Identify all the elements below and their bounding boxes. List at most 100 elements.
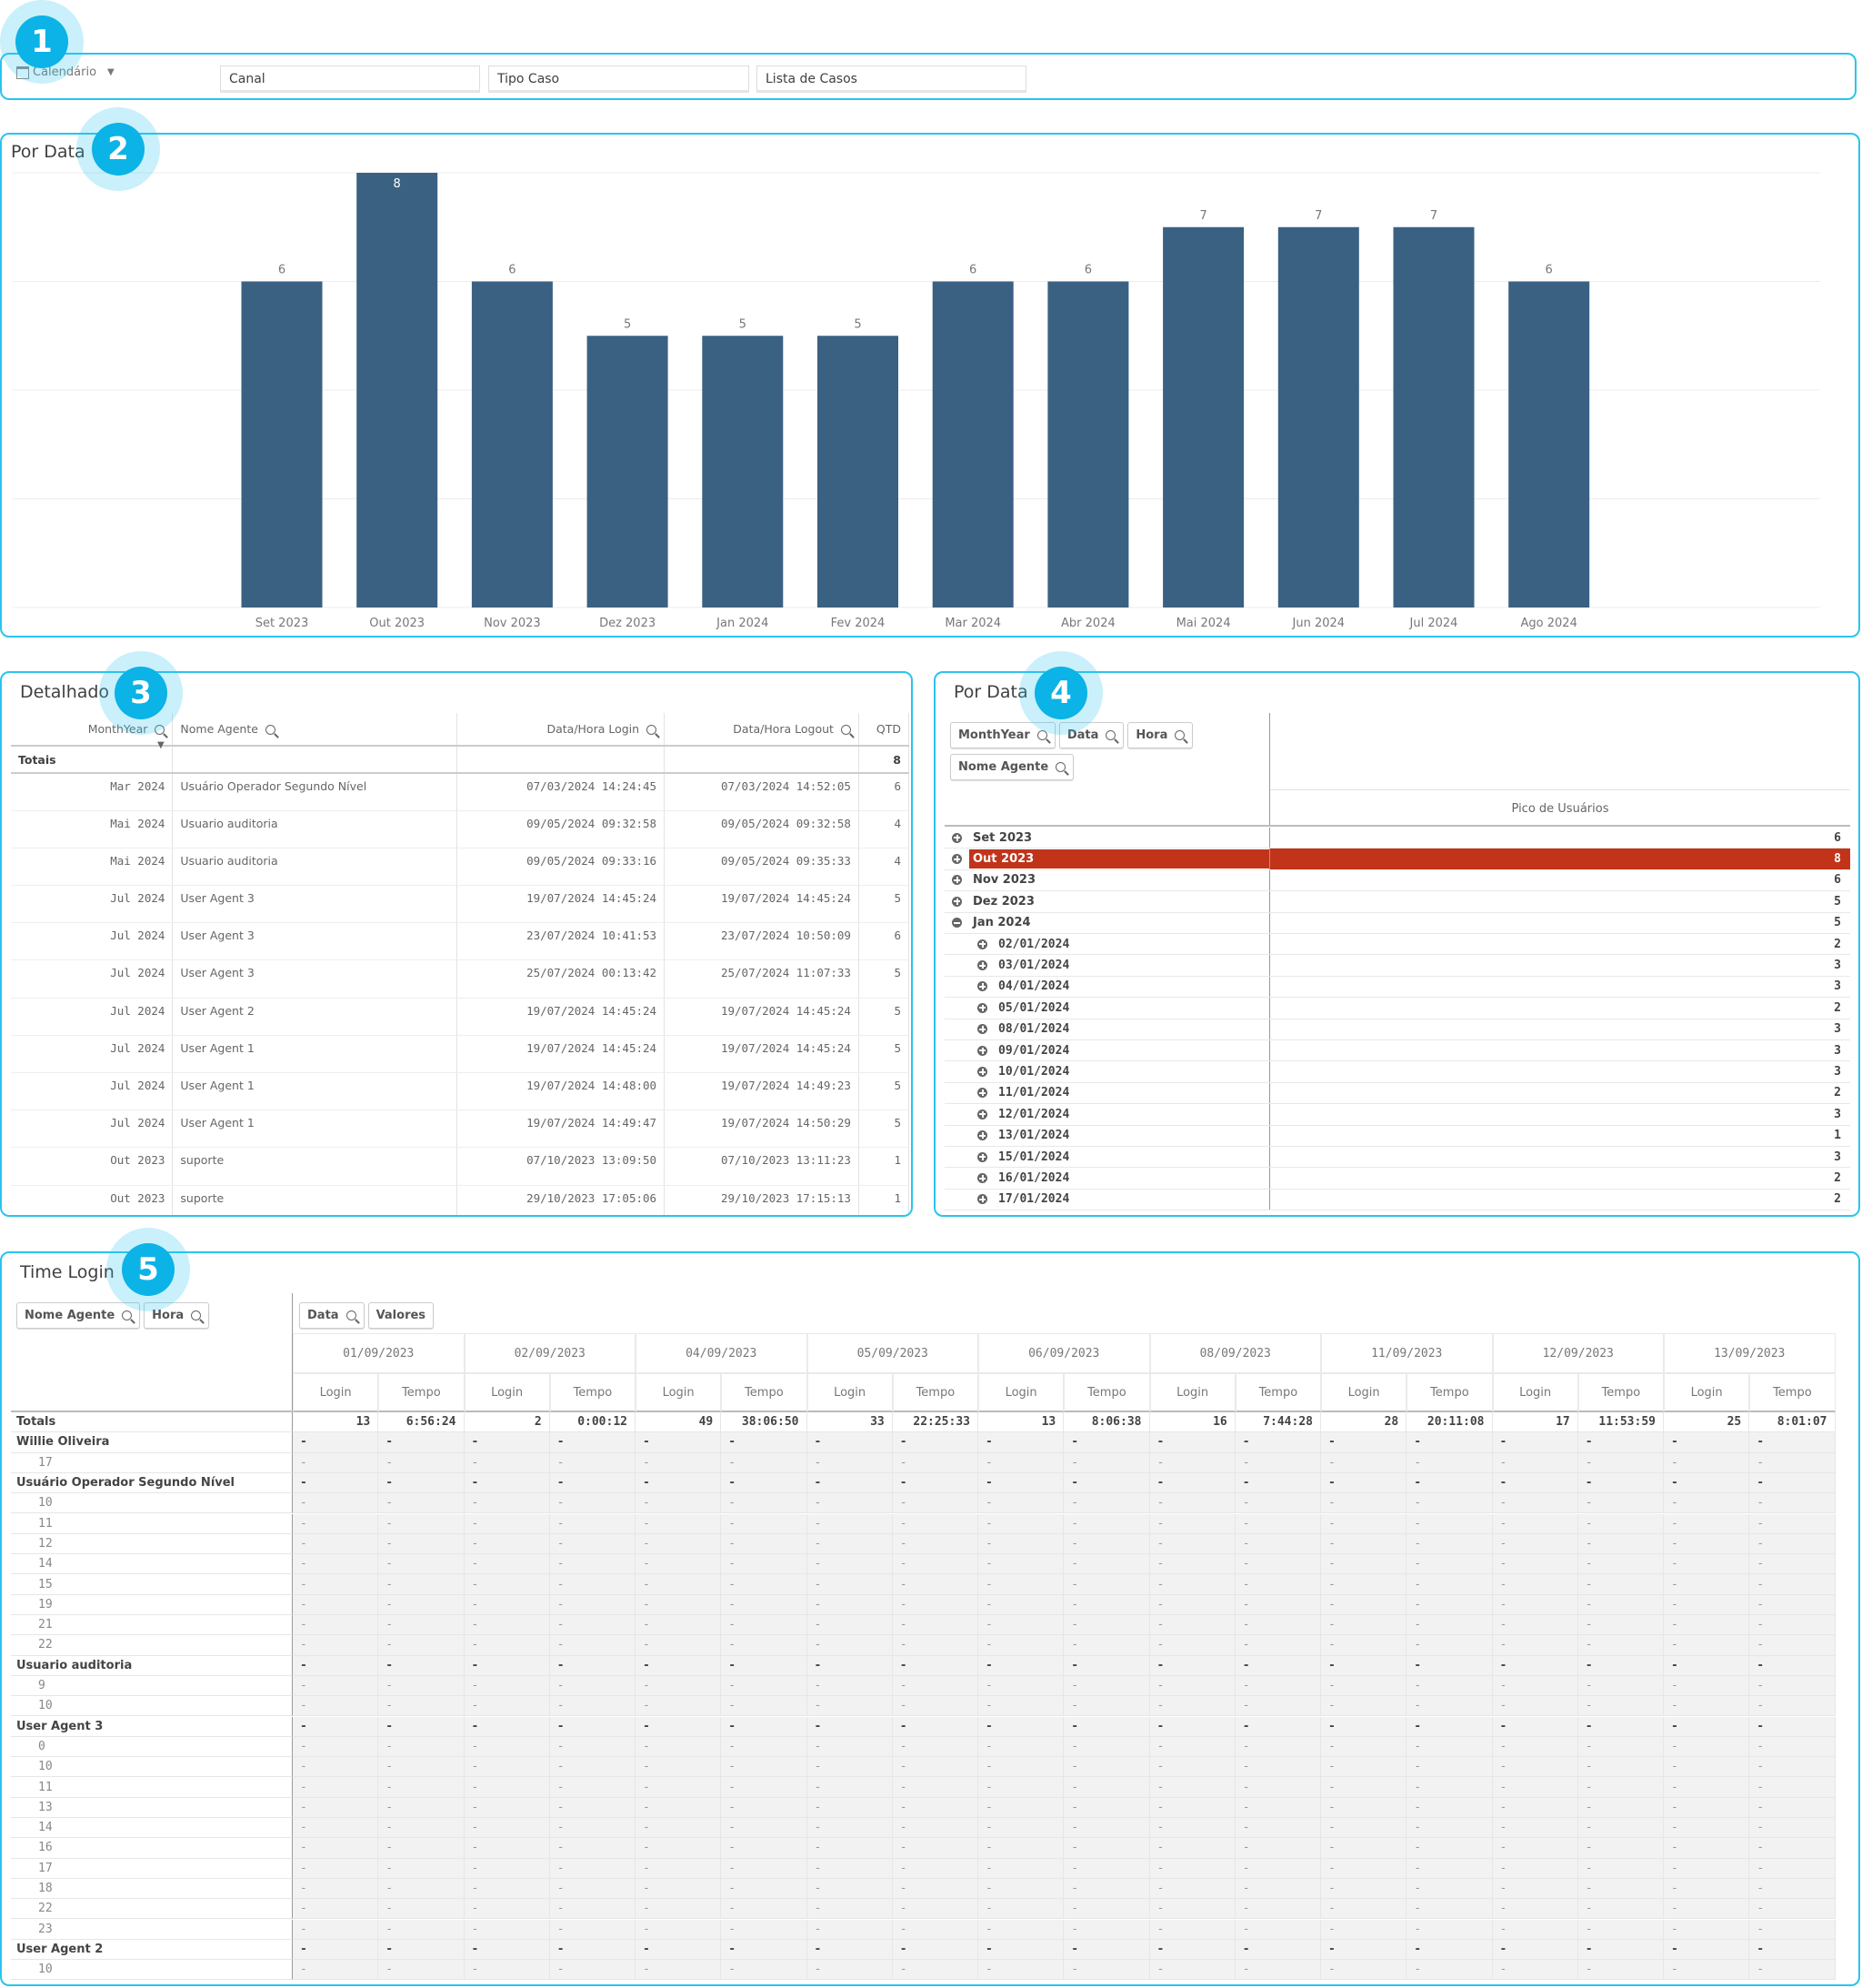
- date-column-header[interactable]: 12/09/2023: [1492, 1333, 1664, 1373]
- measure-header-tempo[interactable]: Tempo: [892, 1373, 978, 1412]
- measure-header-login[interactable]: Login: [636, 1373, 722, 1412]
- measure-header-tempo[interactable]: Tempo: [1577, 1373, 1664, 1412]
- measure-header-login[interactable]: Login: [1492, 1373, 1578, 1412]
- filter-lista-casos[interactable]: Lista de Casos: [756, 65, 1026, 93]
- expand-icon[interactable]: [977, 1045, 987, 1056]
- measure-header-login[interactable]: Login: [293, 1373, 379, 1412]
- calendar-dropdown[interactable]: Calendário ▼: [16, 65, 115, 79]
- filter-tipo-caso[interactable]: Tipo Caso: [488, 65, 749, 93]
- pivot-row[interactable]: Out 2023 8: [945, 848, 1850, 870]
- pivot-subrow[interactable]: 15/01/2024 3: [945, 1147, 1850, 1169]
- expand-icon[interactable]: [977, 1173, 987, 1184]
- measure-header-tempo[interactable]: Tempo: [1407, 1373, 1493, 1412]
- hour-row-cell: -: [1749, 1736, 1836, 1758]
- table-row[interactable]: Jul 2024 User Agent 2 19/07/2024 14:45:24 1…: [11, 998, 910, 1036]
- search-icon[interactable]: [265, 725, 275, 735]
- search-icon[interactable]: [155, 725, 165, 735]
- pivot-subrow[interactable]: 03/01/2024 3: [945, 955, 1850, 977]
- expand-icon[interactable]: [977, 1067, 987, 1078]
- dimension-chip-monthyear[interactable]: MonthYear: [950, 722, 1056, 748]
- table-row[interactable]: Jul 2024 User Agent 3 25/07/2024 00:13:42 2…: [11, 959, 910, 999]
- expand-icon[interactable]: [977, 1151, 987, 1162]
- column-header-data-hora-logout[interactable]: Data/Hora Logout: [664, 713, 859, 747]
- measure-header-tempo[interactable]: Tempo: [1064, 1373, 1150, 1412]
- dimension-chip-data[interactable]: Data: [299, 1302, 365, 1329]
- measure-header-tempo[interactable]: Tempo: [1235, 1373, 1321, 1412]
- measure-header-login[interactable]: Login: [1321, 1373, 1407, 1412]
- table-row[interactable]: Jul 2024 User Agent 3 23/07/2024 10:41:53 2…: [11, 922, 910, 961]
- pivot-subrow[interactable]: 13/01/2024 1: [945, 1125, 1850, 1147]
- search-icon[interactable]: [840, 725, 851, 735]
- date-column-header[interactable]: 11/09/2023: [1321, 1333, 1493, 1373]
- table-row[interactable]: Jul 2024 User Agent 1 19/07/2024 14:49:47 1…: [11, 1109, 910, 1149]
- expand-icon[interactable]: [952, 896, 962, 907]
- hour-row-cell: -: [1064, 1493, 1150, 1514]
- measure-header-tempo[interactable]: Tempo: [1749, 1373, 1836, 1412]
- expand-icon[interactable]: [952, 875, 962, 886]
- expand-icon[interactable]: [977, 1130, 987, 1141]
- table-row[interactable]: Jul 2024 User Agent 1 19/07/2024 14:45:24 1…: [11, 1035, 910, 1074]
- date-column-header[interactable]: 08/09/2023: [1149, 1333, 1321, 1373]
- expand-icon[interactable]: [977, 939, 987, 949]
- dimension-chip-data[interactable]: Data: [1058, 722, 1125, 748]
- measure-header-tempo[interactable]: Tempo: [721, 1373, 807, 1412]
- column-header-data-hora-login[interactable]: Data/Hora Login: [456, 713, 666, 747]
- pivot-row[interactable]: Nov 2023 6: [945, 869, 1850, 892]
- date-column-header[interactable]: 02/09/2023: [464, 1333, 636, 1373]
- column-header-qtd[interactable]: QTD: [858, 713, 910, 747]
- dimension-chip-nome-agente[interactable]: Nome Agente: [950, 754, 1075, 780]
- measure-header[interactable]: Pico de Usuários: [1270, 789, 1850, 827]
- date-column-header[interactable]: 05/09/2023: [806, 1333, 978, 1373]
- measure-header-login[interactable]: Login: [1149, 1373, 1236, 1412]
- pivot-row[interactable]: Jan 2024 5: [945, 912, 1850, 934]
- dimension-chip-hora[interactable]: Hora: [144, 1302, 210, 1329]
- expand-icon[interactable]: [977, 1088, 987, 1099]
- pivot-row[interactable]: Dez 2023 5: [945, 891, 1850, 913]
- search-icon[interactable]: [646, 725, 657, 735]
- pivot-subrow[interactable]: 11/01/2024 2: [945, 1082, 1850, 1105]
- expand-icon[interactable]: [977, 1024, 987, 1035]
- expand-icon[interactable]: [977, 960, 987, 971]
- measure-header-login[interactable]: Login: [1664, 1373, 1750, 1412]
- measure-header-tempo[interactable]: Tempo: [549, 1373, 636, 1412]
- pivot-subrow[interactable]: 17/01/2024 2: [945, 1189, 1850, 1211]
- measure-header-login[interactable]: Login: [978, 1373, 1065, 1412]
- filter-canal[interactable]: Canal: [220, 65, 480, 93]
- table-row[interactable]: Jul 2024 User Agent 1 19/07/2024 14:48:00 1…: [11, 1072, 910, 1111]
- pivot-subrow[interactable]: 12/01/2024 3: [945, 1104, 1850, 1126]
- dimension-chip-hora[interactable]: Hora: [1127, 722, 1194, 748]
- column-header-nome-agente[interactable]: Nome Agente ▼: [157, 713, 458, 750]
- pivot-subrow[interactable]: 04/01/2024 3: [945, 976, 1850, 999]
- date-column-header[interactable]: 01/09/2023: [293, 1333, 465, 1373]
- measure-header-login[interactable]: Login: [464, 1373, 550, 1412]
- pivot-subrow[interactable]: 10/01/2024 3: [945, 1061, 1850, 1083]
- date-column-header[interactable]: 04/09/2023: [636, 1333, 807, 1373]
- pivot-row[interactable]: Set 2023 6: [945, 828, 1850, 849]
- expand-icon[interactable]: [977, 981, 987, 992]
- pivot-subrow[interactable]: 05/01/2024 2: [945, 998, 1850, 1019]
- dimension-chip-valores[interactable]: Valores: [367, 1302, 435, 1329]
- table-row[interactable]: Jul 2024 User Agent 3 19/07/2024 14:45:24 1…: [11, 885, 910, 924]
- dimension-chip-nome-agente[interactable]: Nome Agente: [16, 1302, 141, 1329]
- row-label: 17/01/2024: [998, 1192, 1070, 1207]
- measure-header-tempo[interactable]: Tempo: [378, 1373, 465, 1412]
- table-row[interactable]: Out 2023 suporte 29/10/2023 17:05:06 29/10/…: [11, 1185, 910, 1215]
- expand-icon[interactable]: [952, 854, 962, 865]
- pivot-subrow[interactable]: 16/01/2024 2: [945, 1168, 1850, 1190]
- table-row[interactable]: Mai 2024 Usuario auditoria 09/05/2024 09:3…: [11, 848, 910, 887]
- table-row[interactable]: Out 2023 suporte 07/10/2023 13:09:50 07/10/…: [11, 1147, 910, 1186]
- pivot-subrow[interactable]: 09/01/2024 3: [945, 1040, 1850, 1062]
- expand-icon[interactable]: [977, 1002, 987, 1013]
- expand-icon[interactable]: [977, 1194, 987, 1205]
- table-row[interactable]: Mar 2024 Usuário Operador Segundo Nível 07…: [11, 773, 910, 811]
- expand-icon[interactable]: [977, 1109, 987, 1120]
- table-row[interactable]: Mai 2024 Usuario auditoria 09/05/2024 09:3…: [11, 810, 910, 848]
- pivot-subrow[interactable]: 08/01/2024 3: [945, 1019, 1850, 1040]
- date-column-header[interactable]: 13/09/2023: [1664, 1333, 1836, 1373]
- expand-icon[interactable]: [952, 832, 962, 843]
- measure-header-login[interactable]: Login: [806, 1373, 893, 1412]
- pivot-subrow[interactable]: 02/01/2024 2: [945, 934, 1850, 956]
- date-column-header[interactable]: 06/09/2023: [978, 1333, 1150, 1373]
- hour-row-cell: -: [721, 1960, 807, 1981]
- collapse-icon[interactable]: [952, 918, 962, 929]
